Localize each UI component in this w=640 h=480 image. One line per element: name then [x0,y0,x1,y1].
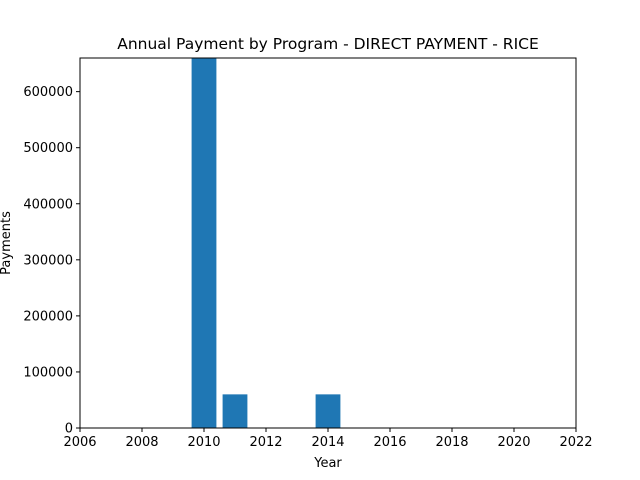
x-tick-label: 2022 [559,435,592,450]
x-tick-label: 2018 [435,435,468,450]
y-tick-label: 500000 [23,141,73,156]
plot-frame [79,57,577,429]
x-tick-label: 2010 [187,435,220,450]
bars-group [191,58,341,428]
x-tick-label: 2008 [125,435,158,450]
bar-2010 [191,58,217,428]
chart-title: Annual Payment by Program - DIRECT PAYME… [117,35,539,53]
x-tick-label: 2012 [249,435,282,450]
y-tick-label: 600000 [23,85,73,100]
bar-2011 [222,394,248,428]
x-tick-label: 2014 [311,435,344,450]
x-axis-ticks: 2006 2008 2010 2012 2014 2016 2018 2020 2022 [63,428,593,450]
x-tick-label: 2020 [497,435,530,450]
x-axis-label: Year [313,456,342,471]
y-tick-label: 400000 [23,197,73,212]
y-tick-label: 200000 [23,309,73,324]
y-tick-label: 100000 [23,365,73,380]
x-tick-label: 2016 [373,435,406,450]
bar-2014 [315,394,341,428]
x-tick-label: 2006 [63,435,96,450]
y-tick-label: 300000 [23,253,73,268]
y-axis-label: Payments [0,211,14,275]
y-tick-label: 0 [65,422,73,437]
y-axis-ticks: 0 100000 200000 300000 400000 500000 600000 [23,85,80,437]
